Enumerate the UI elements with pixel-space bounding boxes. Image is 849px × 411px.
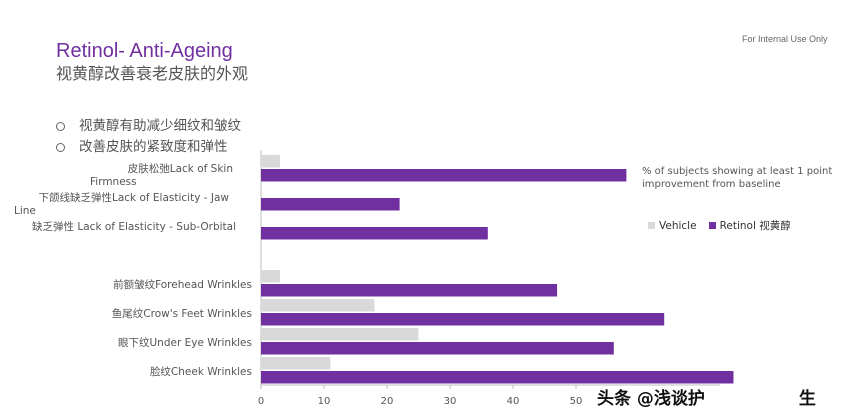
bar-vehicle bbox=[261, 357, 331, 370]
category-label: 前额皱纹Forehead Wrinkles bbox=[113, 278, 252, 291]
bullet-text: 视黄醇有助减少细纹和皱纹 bbox=[79, 118, 241, 134]
category-label: 眼下纹Under Eye Wrinkles bbox=[118, 336, 252, 349]
watermark: 头条 @浅谈护 生 bbox=[597, 384, 816, 409]
bar-vehicle bbox=[261, 299, 375, 312]
bar-retinol bbox=[261, 284, 558, 297]
bar-retinol bbox=[261, 313, 665, 326]
bar-retinol bbox=[261, 169, 627, 182]
bullet-circle-icon bbox=[56, 143, 65, 152]
bar-retinol bbox=[261, 198, 400, 211]
watermark-suffix: 生 bbox=[798, 389, 816, 409]
bullet-circle-icon bbox=[56, 122, 65, 131]
bullet-list: 视黄醇有助减少细纹和皱纹 改善皮肤的紧致度和弹性 bbox=[56, 116, 241, 158]
category-label: 下颌线缺乏弹性Lack of Elasticity - Jaw Line bbox=[14, 191, 229, 217]
slide-title: Retinol- Anti-Ageing bbox=[56, 40, 233, 62]
category-label: 脸纹Cheek Wrinkles bbox=[150, 365, 252, 378]
bar-vehicle bbox=[261, 270, 280, 283]
bar-retinol bbox=[261, 227, 488, 240]
bar-vehicle bbox=[261, 155, 280, 168]
category-label: 皮肤松弛Lack of Skin Firmness bbox=[90, 162, 233, 188]
x-tick-label: 40 bbox=[507, 396, 520, 407]
category-label: 缺乏弹性 Lack of Elasticity - Sub-Orbital bbox=[32, 220, 236, 233]
legend-label-vehicle: Vehicle bbox=[659, 219, 697, 232]
bullet-item: 视黄醇有助减少细纹和皱纹 bbox=[56, 116, 241, 137]
bar-retinol bbox=[261, 342, 614, 355]
x-tick-label: 0 bbox=[258, 396, 264, 407]
bullet-text: 改善皮肤的紧致度和弹性 bbox=[79, 139, 228, 155]
internal-use-note: For Internal Use Only bbox=[742, 34, 828, 44]
x-tick-label: 50 bbox=[570, 396, 583, 407]
x-tick-label: 20 bbox=[381, 396, 394, 407]
x-tick-label: 10 bbox=[318, 396, 331, 407]
bar-retinol bbox=[261, 371, 734, 384]
chart-annotation: % of subjects showing at least 1 point i… bbox=[642, 166, 833, 190]
watermark-text: 头条 @浅谈护 bbox=[597, 389, 705, 409]
legend-item-vehicle: Vehicle bbox=[648, 220, 697, 232]
legend-label-retinol: Retinol 视黄醇 bbox=[719, 220, 791, 232]
category-label: 鱼尾纹Crow's Feet Wrinkles bbox=[112, 307, 252, 320]
legend-swatch-retinol bbox=[708, 222, 716, 229]
legend-item-retinol: Retinol 视黄醇 bbox=[708, 218, 791, 233]
x-tick-label: 30 bbox=[444, 396, 457, 407]
bar-vehicle bbox=[261, 328, 419, 341]
slide-subtitle: 视黄醇改善衰老皮肤的外观 bbox=[56, 64, 249, 83]
legend-swatch-vehicle bbox=[648, 222, 655, 229]
chart-legend: Vehicle Retinol 视黄醇 bbox=[648, 218, 803, 233]
bullet-item: 改善皮肤的紧致度和弹性 bbox=[56, 137, 241, 158]
